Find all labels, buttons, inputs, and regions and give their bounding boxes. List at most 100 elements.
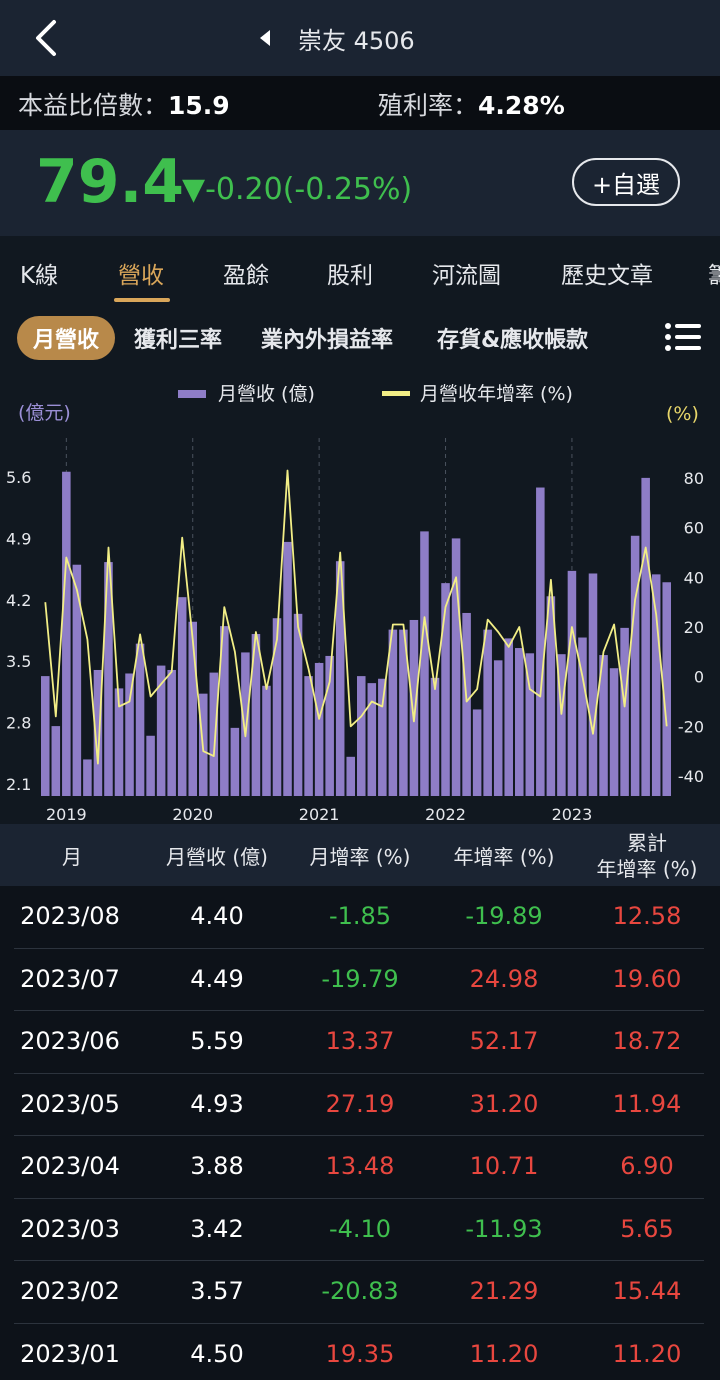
revenue-bar xyxy=(367,683,377,796)
subtab-monthly-revenue[interactable]: 月營收 xyxy=(17,316,116,360)
stock-title: 崇友 4506 xyxy=(298,26,415,55)
revenue-bar xyxy=(346,756,355,796)
left-tick-label: 4.9 xyxy=(6,529,31,548)
chevron-left-icon[interactable] xyxy=(28,16,68,60)
table-row[interactable]: 2023/04 3.88 13.48 10.71 6.90 xyxy=(14,1136,704,1199)
subtab-profit-ratios[interactable]: 獲利三率 xyxy=(134,328,223,353)
revenue-bar xyxy=(135,643,145,796)
mom-cell: 19.35 xyxy=(325,1339,395,1368)
yield-label: 殖利率： xyxy=(378,91,479,120)
revenue-bar xyxy=(641,477,650,796)
triangle-left-icon[interactable] xyxy=(258,28,272,48)
revenue-bar xyxy=(483,629,492,796)
yoy-cell: 24.98 xyxy=(469,964,539,993)
revenue-bar xyxy=(272,618,282,796)
revenue-bar xyxy=(378,678,387,796)
tab-revenue[interactable]: 營收 xyxy=(118,263,164,289)
revenue-bar xyxy=(314,662,324,796)
x-tick-label: 2020 xyxy=(172,805,213,824)
yoy-cell: 52.17 xyxy=(469,1027,539,1055)
revenue-bar xyxy=(430,677,440,796)
pe-label: 本益比倍數： xyxy=(18,91,169,120)
list-menu-icon[interactable] xyxy=(664,318,702,356)
revenue-cell: 5.59 xyxy=(190,1027,244,1055)
add-watchlist-button[interactable]: +自選 xyxy=(572,158,680,206)
subtab-non-operating-ratio[interactable]: 業內外損益率 xyxy=(261,328,394,353)
revenue-bar xyxy=(325,655,334,796)
revenue-bar xyxy=(41,676,50,796)
price: 79.4 xyxy=(36,147,185,217)
table-row[interactable]: 2023/08 4.40 -1.85 -19.89 12.58 xyxy=(14,886,704,949)
stock-title-group[interactable]: 崇友 4506 xyxy=(258,18,415,58)
revenue-bar xyxy=(188,621,197,796)
revenue-bar xyxy=(230,727,240,796)
revenue-bar xyxy=(220,626,229,796)
revenue-table: 2023/08 4.40 -1.85 -19.89 12.58 2023/07 4.49 -1… xyxy=(0,886,720,1380)
revenue-bar xyxy=(72,564,82,796)
revenue-bar xyxy=(62,471,71,796)
sub-tabs: 月營收 獲利三率 業內外損益率 存貨&應收帳款 xyxy=(0,306,720,368)
pe-value: 15.9 xyxy=(168,91,230,120)
revenue-chart-svg: 月營收 (億) 月營收年增率 (%) (億元) (%) 2019 2020 2021 2022… xyxy=(6,383,704,824)
tab-kline[interactable]: K線 xyxy=(20,263,59,289)
table-row[interactable]: 2023/02 3.57 -20.83 21.29 15.44 xyxy=(14,1261,704,1324)
header-month: 月 xyxy=(62,845,82,869)
x-tick-label: 2019 xyxy=(46,805,87,824)
revenue-bar xyxy=(525,653,535,796)
month-cell: 2023/05 xyxy=(20,1089,120,1118)
mom-cell: 13.48 xyxy=(325,1152,395,1180)
revenue-bar xyxy=(388,629,398,796)
tab-earnings[interactable]: 盈餘 xyxy=(223,263,269,289)
revenue-bar xyxy=(441,583,450,796)
revenue-bar xyxy=(125,673,134,796)
header-mom: 月增率 (%) xyxy=(309,845,411,869)
month-cell: 2023/08 xyxy=(20,902,120,930)
price-change: ▼-0.20(-0.25%) xyxy=(182,172,413,207)
subtab-inventory-receivables[interactable]: 存貨&應收帳款 xyxy=(437,328,589,353)
table-row[interactable]: 2023/06 5.59 13.37 52.17 18.72 xyxy=(14,1011,704,1074)
left-axis-unit: (億元) xyxy=(18,402,71,424)
tab-chips[interactable]: 籌 xyxy=(708,263,720,289)
revenue-bar xyxy=(609,668,619,796)
table-row[interactable]: 2023/01 4.50 19.35 11.20 11.20 xyxy=(14,1324,704,1380)
yoy-cell: -11.93 xyxy=(465,1214,543,1243)
revenue-bar xyxy=(283,541,292,796)
tab-dividend[interactable]: 股利 xyxy=(327,263,373,289)
table-row[interactable]: 2023/07 4.49 -19.79 24.98 19.60 xyxy=(14,949,704,1011)
tab-history-articles[interactable]: 歷史文章 xyxy=(561,263,653,289)
revenue-bar xyxy=(599,655,608,796)
header-cumulative-yoy: 年增率 (%) xyxy=(596,857,698,881)
tab-river-chart[interactable]: 河流圖 xyxy=(432,263,501,289)
yoy-cell: -19.89 xyxy=(465,902,543,930)
revenue-bar xyxy=(630,535,640,796)
revenue-bar xyxy=(504,638,513,796)
legend-label-revenue: 月營收 (億) xyxy=(218,383,315,405)
revenue-cell: 3.57 xyxy=(190,1277,244,1305)
mom-cell: -20.83 xyxy=(321,1277,399,1305)
table-row[interactable]: 2023/05 4.93 27.19 31.20 11.94 xyxy=(14,1074,704,1136)
revenue-bar xyxy=(335,561,345,796)
month-cell: 2023/02 xyxy=(20,1277,120,1305)
revenue-cell: 3.88 xyxy=(190,1152,244,1180)
revenue-bar xyxy=(251,634,261,796)
revenue-bar xyxy=(156,665,166,796)
right-tick-label: 60 xyxy=(684,519,704,538)
revenue-bar xyxy=(567,570,577,796)
left-tick-label: 4.2 xyxy=(6,591,31,610)
revenue-bar xyxy=(177,597,187,796)
revenue-bar xyxy=(651,574,661,796)
x-tick-label: 2023 xyxy=(552,805,593,824)
revenue-bar xyxy=(51,726,61,796)
right-axis-unit: (%) xyxy=(666,403,699,425)
revenue-bar xyxy=(104,562,113,796)
revenue-bar xyxy=(209,672,219,796)
right-tick-label: 20 xyxy=(684,618,704,637)
table-row[interactable]: 2023/03 3.42 -4.10 -11.93 5.65 xyxy=(14,1199,704,1261)
legend-swatch-revenue xyxy=(178,390,206,398)
revenue-bar xyxy=(114,688,124,796)
revenue-bar xyxy=(536,487,545,796)
revenue-bar xyxy=(588,573,598,796)
yoy-line xyxy=(44,469,668,765)
left-tick-label: 2.8 xyxy=(6,714,31,733)
revenue-cell: 4.93 xyxy=(190,1089,244,1118)
